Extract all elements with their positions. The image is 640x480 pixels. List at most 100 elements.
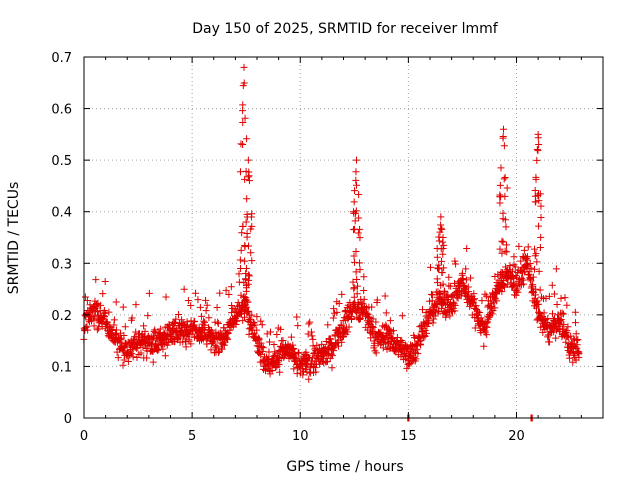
data-point	[335, 299, 343, 307]
data-point	[237, 265, 245, 273]
data-point	[373, 296, 381, 304]
data-point	[503, 248, 511, 256]
data-point	[237, 246, 245, 254]
data-point	[414, 350, 422, 358]
data-point	[351, 258, 359, 266]
data-point	[534, 191, 542, 199]
data-point	[101, 309, 109, 317]
data-point	[559, 310, 567, 318]
data-point	[421, 332, 429, 340]
data-point	[481, 329, 489, 337]
tick-labels: 0 0.1 0.2 0.3 0.4 0.5 0.6 0.7 0 5 10 15 20	[51, 51, 524, 444]
data-point	[236, 168, 244, 176]
data-point	[101, 312, 109, 320]
data-point	[309, 335, 317, 343]
data-point	[467, 274, 475, 282]
data-point	[559, 325, 567, 333]
data-point	[352, 247, 360, 255]
data-point	[293, 313, 301, 321]
data-point	[515, 242, 523, 250]
data-point	[205, 314, 213, 322]
data-point	[110, 316, 118, 324]
data-point	[200, 317, 208, 325]
x-tick-label: 15	[400, 429, 417, 444]
data-point	[556, 316, 564, 324]
data-point	[350, 293, 358, 301]
data-point	[243, 230, 251, 238]
data-point	[496, 285, 504, 293]
data-point	[444, 291, 452, 299]
data-point	[446, 282, 454, 290]
data-point	[287, 333, 295, 341]
data-point	[570, 335, 578, 343]
data-point	[497, 193, 505, 201]
data-point	[419, 333, 427, 341]
data-point	[413, 342, 421, 350]
data-point	[245, 168, 253, 176]
data-point	[532, 304, 540, 312]
data-point	[530, 245, 538, 253]
data-point	[510, 253, 518, 261]
data-point	[248, 311, 256, 319]
data-point	[372, 349, 380, 357]
data-point	[353, 276, 361, 284]
data-point	[241, 114, 249, 122]
data-point	[276, 368, 284, 376]
data-point	[352, 181, 360, 189]
data-point	[438, 257, 446, 265]
data-point	[493, 297, 501, 305]
data-point	[352, 156, 360, 164]
data-point	[184, 297, 192, 305]
data-point	[192, 289, 200, 297]
data-point	[329, 314, 337, 322]
data-point	[141, 327, 149, 335]
data-point	[335, 342, 343, 350]
data-point	[552, 334, 560, 342]
data-point	[215, 349, 223, 357]
data-point	[242, 218, 250, 226]
data-point	[463, 244, 471, 252]
data-point	[356, 234, 364, 242]
data-point	[439, 280, 447, 288]
data-point	[293, 370, 301, 378]
data-point	[304, 330, 312, 338]
data-point	[360, 287, 368, 295]
data-point	[223, 336, 231, 344]
data-point	[540, 309, 548, 317]
data-point	[531, 252, 539, 260]
data-point	[355, 191, 363, 199]
data-point	[213, 304, 221, 312]
data-point	[498, 249, 506, 257]
data-point	[245, 177, 253, 185]
data-point	[345, 323, 353, 331]
data-point	[386, 317, 394, 325]
data-point	[535, 197, 543, 205]
data-point	[225, 290, 233, 298]
data-point	[239, 101, 247, 109]
data-point	[433, 245, 441, 253]
data-point	[242, 287, 250, 295]
data-point	[224, 329, 232, 337]
data-point	[532, 291, 540, 299]
data-point	[496, 199, 504, 207]
data-point	[294, 348, 302, 356]
x-tick-label: 20	[508, 429, 525, 444]
data-point	[263, 330, 271, 338]
data-point	[531, 198, 539, 206]
data-point	[389, 327, 397, 335]
data-point	[295, 349, 303, 357]
data-point	[344, 328, 352, 336]
data-point	[318, 340, 326, 348]
data-point	[150, 327, 158, 335]
data-point	[488, 310, 496, 318]
data-point	[243, 210, 251, 218]
data-point	[382, 309, 390, 317]
data-point	[430, 315, 438, 323]
data-point	[575, 350, 583, 358]
data-point	[242, 264, 250, 272]
data-point	[537, 233, 545, 241]
data-point	[220, 324, 228, 332]
data-point	[438, 268, 446, 276]
data-point	[530, 265, 538, 273]
data-point	[544, 314, 552, 322]
